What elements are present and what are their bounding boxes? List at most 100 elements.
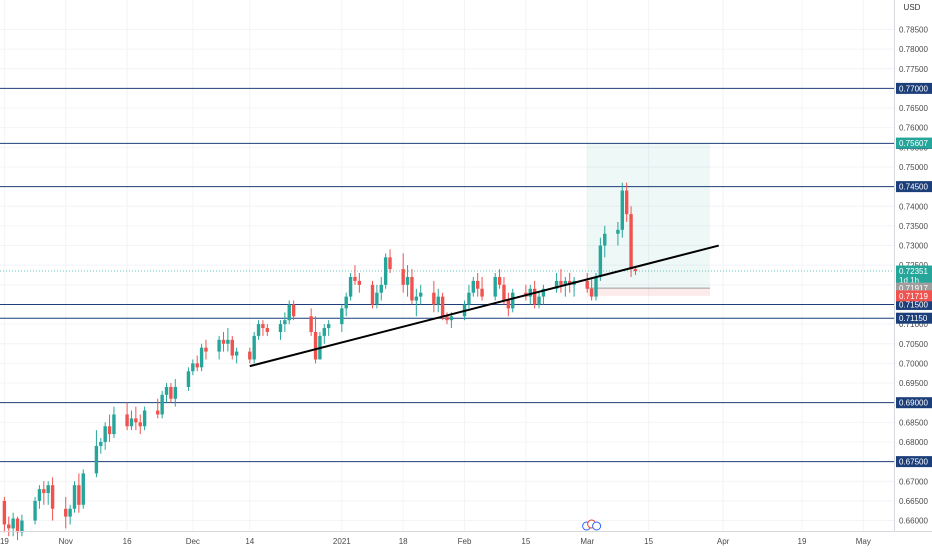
candle-body xyxy=(348,276,353,297)
trendline-group[interactable] xyxy=(249,244,719,368)
candle-body xyxy=(156,410,160,415)
price-tick-label: 0.68500 xyxy=(899,418,928,427)
candle-body xyxy=(138,422,142,427)
candle-body xyxy=(563,280,568,285)
marker-price-label-bg xyxy=(896,282,932,294)
candle-body xyxy=(252,335,256,360)
price-tick-label: 0.74000 xyxy=(899,202,928,211)
candle-body xyxy=(370,284,375,305)
trendline[interactable] xyxy=(249,244,719,368)
price-tick-label: 0.76000 xyxy=(899,124,928,133)
price-axis[interactable]: USD 0.78500 0.78000 0.77500 0.77000 0.76500 0… xyxy=(894,0,932,550)
candle-body xyxy=(173,386,177,399)
candle-body xyxy=(326,324,331,329)
candle-body xyxy=(309,316,313,332)
price-tick-label: 0.70000 xyxy=(899,359,928,368)
candle-body xyxy=(112,414,116,435)
candle-body xyxy=(99,441,103,446)
level-price-label-bg xyxy=(896,298,932,310)
candle-body xyxy=(125,414,129,427)
candle-body xyxy=(11,518,15,529)
candle-body xyxy=(42,489,46,494)
position-profit-zone[interactable] xyxy=(587,143,710,289)
event-flag-icon[interactable] xyxy=(592,521,602,531)
candle-body xyxy=(603,233,607,246)
level-price-label: 0.71500 xyxy=(899,300,928,309)
candle-body xyxy=(248,351,252,360)
gridlines xyxy=(0,0,894,531)
marker-price-label-bg xyxy=(896,137,932,149)
level-price-label: 0.77000 xyxy=(899,84,928,93)
candle-body xyxy=(554,280,559,289)
price-tick-label: 0.78500 xyxy=(899,25,928,34)
candle-body xyxy=(103,426,107,442)
candle-body xyxy=(616,229,620,234)
candle-body xyxy=(502,284,506,301)
time-tick-label: 18 xyxy=(399,537,408,546)
candle-body xyxy=(64,508,68,517)
candle-body xyxy=(129,418,134,427)
marker-price-label-bg xyxy=(896,265,932,286)
time-axis[interactable]: 19 Nov 16 Dec 14 2021 18 Feb 15 Mar 15 Apr 19 May xyxy=(0,531,932,547)
candle-body xyxy=(68,508,72,517)
candle-body xyxy=(493,276,497,297)
candle-body xyxy=(226,339,230,344)
candle-body xyxy=(449,316,454,321)
candle-body xyxy=(94,445,99,474)
candle-body xyxy=(230,339,234,356)
candle-body xyxy=(388,257,392,270)
position-tool[interactable] xyxy=(587,143,710,296)
candle-body xyxy=(467,292,471,305)
candle-body xyxy=(589,288,594,297)
time-tick-label: 16 xyxy=(123,537,132,546)
horizontal-levels[interactable] xyxy=(0,87,894,463)
time-tick-label: 19 xyxy=(798,537,807,546)
level-price-label-bg xyxy=(896,456,932,468)
marker-price-label: 0.72351 xyxy=(899,267,928,276)
candle-body xyxy=(33,500,37,521)
level-price-label: 0.74500 xyxy=(899,183,928,192)
candle-body xyxy=(537,296,541,305)
candle-body xyxy=(620,190,624,230)
candle-body xyxy=(598,245,603,277)
time-tick-label: Feb xyxy=(458,537,472,546)
candle-body xyxy=(585,280,589,289)
candle-body xyxy=(440,296,445,317)
candle-body xyxy=(379,284,383,293)
candle-body xyxy=(261,324,265,329)
candle-body xyxy=(633,269,638,272)
candle-body xyxy=(191,363,195,372)
candle-body xyxy=(15,518,20,533)
candles xyxy=(2,182,638,541)
level-price-label-bg xyxy=(896,181,932,193)
price-tick-label: 0.73500 xyxy=(899,222,928,231)
marker-price-label: 0.71719 xyxy=(899,292,928,301)
level-price-label: 0.69000 xyxy=(899,399,928,408)
level-price-label: 0.71150 xyxy=(899,314,928,323)
price-tick-label: 0.70500 xyxy=(899,340,928,349)
candle-body xyxy=(256,324,261,336)
candle-body xyxy=(77,485,81,505)
candle-body xyxy=(432,292,436,305)
candle-body xyxy=(221,339,226,344)
candle-body xyxy=(375,292,379,305)
price-tick-label: 0.76500 xyxy=(899,104,928,113)
event-markers[interactable] xyxy=(582,519,602,531)
level-price-label-bg xyxy=(896,312,932,324)
candle-body xyxy=(20,520,24,533)
candle-body xyxy=(401,269,405,285)
time-tick-label: 19 xyxy=(0,537,9,546)
price-tick-label: 0.68000 xyxy=(899,438,928,447)
candle-body xyxy=(405,276,410,285)
time-tick-label: Apr xyxy=(717,537,730,546)
candle-body xyxy=(186,371,191,387)
candle-body xyxy=(357,280,362,285)
position-stop-zone[interactable] xyxy=(587,288,710,296)
candle-body xyxy=(436,296,440,305)
candle-body xyxy=(410,276,414,301)
price-tick-label: 0.66500 xyxy=(899,497,928,506)
price-tick-label: 0.66000 xyxy=(899,517,928,526)
price-tick-label: 0.75000 xyxy=(899,163,928,172)
